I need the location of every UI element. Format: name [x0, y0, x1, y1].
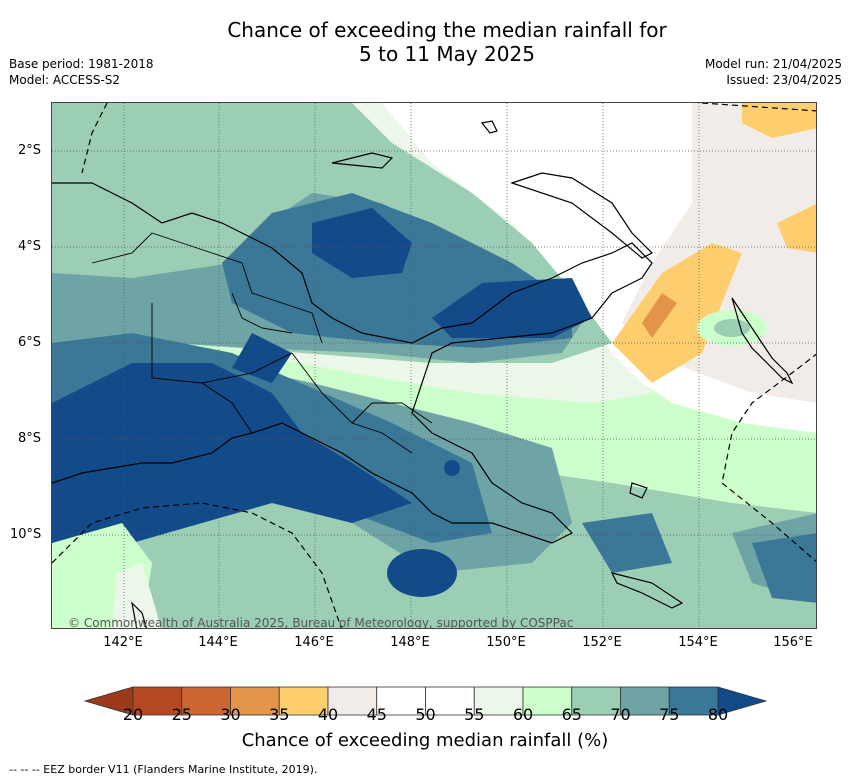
region-35-40-a — [612, 243, 742, 383]
colorbar-tick-45: 45 — [366, 705, 387, 724]
region-80-central — [52, 363, 412, 543]
colorbar-tick-50: 50 — [415, 705, 436, 724]
region-55-60-southwest — [112, 563, 162, 628]
region-80-west — [232, 333, 292, 383]
colorbar-tick-20: 20 — [122, 705, 144, 724]
colorbar-cell-30 — [230, 686, 280, 716]
colorbar-cell-20 — [132, 686, 183, 716]
colorbar-cell-50 — [425, 686, 475, 716]
colorbar-tick-25: 25 — [171, 705, 192, 724]
rainfall-map: © Commonwealth of Australia 2025, Bureau… — [51, 102, 817, 629]
colorbar-cell-35 — [278, 686, 329, 716]
colorbar-tick-80: 80 — [707, 705, 729, 724]
colorbar-tick-40: 40 — [317, 705, 339, 724]
region-35-40-c — [777, 203, 816, 253]
model-name: Model: ACCESS-S2 — [9, 73, 121, 87]
colorbar-cell-45 — [376, 686, 426, 716]
base-period: Base period: 1981-2018 — [9, 57, 154, 71]
coastlines — [52, 120, 794, 628]
chart-title: Chance of exceeding the median rainfall … — [0, 18, 850, 66]
issued-date: Issued: 23/04/2025 — [726, 73, 842, 87]
lat-label-2s: 2°S — [18, 143, 42, 158]
region-80-spot — [444, 460, 460, 476]
meta-right: Model run: 21/04/2025 Issued: 23/04/2025 — [705, 56, 842, 88]
lat-label-10s: 10°S — [10, 527, 42, 542]
model-run: Model run: 21/04/2025 — [704, 57, 842, 71]
region-80-south — [387, 549, 457, 597]
province-borders — [91, 232, 433, 454]
colorbar — [83, 686, 768, 716]
lon-label-144e: 144°E — [198, 635, 238, 650]
lat-label-6s: 6°S — [18, 335, 42, 350]
colorbar-cell-65 — [571, 686, 621, 716]
region-30-35 — [642, 293, 677, 338]
lat-label-4s: 4°S — [18, 239, 42, 254]
lon-label-148e: 148°E — [390, 635, 430, 650]
colorbar-tick-30: 30 — [220, 705, 241, 724]
lon-label-150e: 150°E — [486, 635, 526, 650]
region-75-80-southeast — [582, 513, 672, 573]
colorbar-cap-high — [717, 686, 768, 716]
colorbar-tick-65: 65 — [561, 705, 582, 724]
title-line-1: Chance of exceeding the median rainfall … — [227, 18, 667, 42]
map-canvas: © Commonwealth of Australia 2025, Bureau… — [52, 103, 816, 629]
lon-label-146e: 146°E — [294, 635, 334, 650]
colorbar-cells — [83, 686, 768, 716]
region-35-40-b — [742, 103, 816, 138]
colorbar-tick-60: 60 — [512, 705, 534, 724]
region-75-80-east — [752, 533, 816, 603]
colorbar-tick-70: 70 — [610, 705, 631, 724]
lon-label-152e: 152°E — [582, 635, 622, 650]
meta-left: Base period: 1981-2018 Model: ACCESS-S2 — [9, 56, 154, 88]
colorbar-title: Chance of exceeding median rainfall (%) — [241, 730, 609, 751]
region-80-north-a — [312, 208, 412, 278]
colorbar-tick-55: 55 — [464, 705, 485, 724]
lon-label-154e: 154°E — [678, 635, 718, 650]
colorbar-cell-25 — [181, 686, 231, 716]
eez-border — [52, 103, 816, 628]
lon-label-156e: 156°E — [773, 635, 813, 650]
copyright-text: © Commonwealth of Australia 2025, Bureau… — [68, 616, 573, 629]
eez-legend-note: -- -- -- EEZ border V11 (Flanders Marine… — [9, 763, 318, 776]
colorbar-tick-75: 75 — [659, 705, 680, 724]
lat-label-8s: 8°S — [18, 431, 42, 446]
region-65-70-east — [714, 319, 750, 337]
title-line-2: 5 to 11 May 2025 — [359, 42, 535, 66]
colorbar-cell-75 — [668, 686, 719, 716]
colorbar-cell-60 — [522, 686, 573, 716]
colorbar-tick-35: 35 — [269, 705, 290, 724]
lon-label-142e: 142°E — [103, 635, 143, 650]
graticule — [52, 103, 816, 628]
colorbar-cell-40 — [327, 686, 378, 716]
